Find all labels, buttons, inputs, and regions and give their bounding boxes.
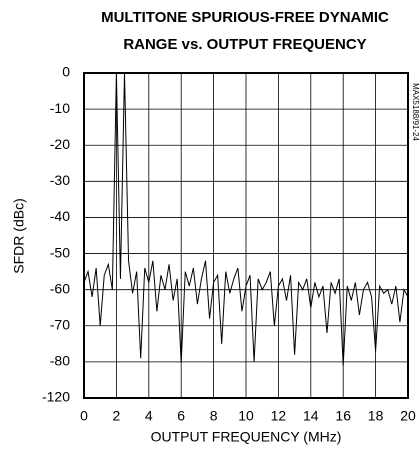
x-tick-label: 8 — [210, 408, 218, 424]
x-tick-label: 16 — [335, 408, 351, 424]
y-tick-label: -30 — [50, 172, 70, 188]
x-tick-label: 20 — [400, 408, 416, 424]
x-tick-label: 14 — [303, 408, 319, 424]
chart-title: RANGE vs. OUTPUT FREQUENCY — [123, 36, 366, 53]
x-tick-label: 6 — [177, 408, 185, 424]
chart-title: MULTITONE SPURIOUS-FREE DYNAMIC — [101, 9, 389, 26]
y-tick-label: -80 — [50, 353, 70, 369]
y-tick-label: -40 — [50, 208, 70, 224]
series-line — [83, 72, 409, 366]
y-tick-label: -70 — [50, 316, 70, 332]
y-axis-label: SFDR (dBc) — [11, 198, 27, 273]
x-tick-label: 10 — [238, 408, 254, 424]
x-tick-label: 2 — [113, 408, 121, 424]
y-tick-label: 0 — [62, 64, 70, 80]
x-axis-label: OUTPUT FREQUENCY (MHz) — [151, 429, 342, 445]
y-tick-label: -120 — [42, 389, 70, 405]
x-tick-label: 18 — [368, 408, 384, 424]
x-tick-label: 12 — [271, 408, 287, 424]
plot-frame — [83, 72, 409, 399]
y-tick-label: -50 — [50, 244, 70, 260]
y-tick-label: -20 — [50, 136, 70, 152]
x-tick-label: 0 — [80, 408, 88, 424]
annotation: MAX5188/91-24 — [411, 83, 420, 141]
y-tick-label: -60 — [50, 280, 70, 296]
x-tick-label: 4 — [145, 408, 153, 424]
y-tick-label: -10 — [50, 100, 70, 116]
